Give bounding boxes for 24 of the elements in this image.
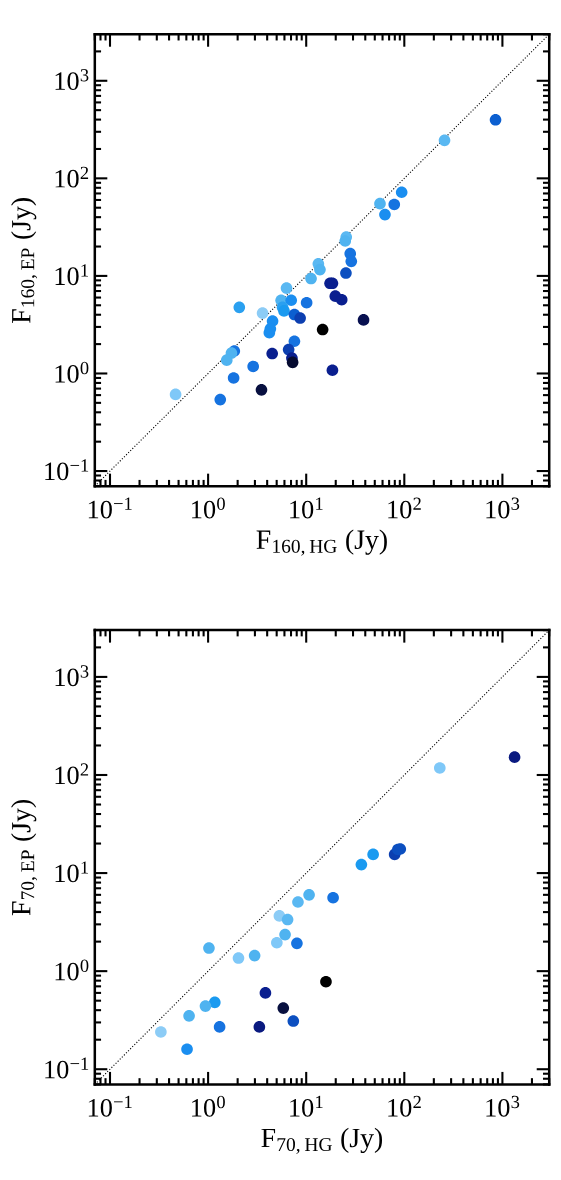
x-tick-label: 10$^{−1}$ bbox=[88, 497, 132, 519]
x-tick-label: 10$^{3}$ bbox=[486, 1095, 520, 1117]
x-tick-label: 10$^{3}$ bbox=[486, 497, 520, 519]
x-axis-title: F$_{160,HG}$ (Jy) bbox=[256, 529, 387, 556]
y-axis-title: F$_{70,EP}$ (Jy) bbox=[11, 800, 38, 916]
y-tick-label: 10$^{3}$ bbox=[55, 69, 89, 91]
y-tick-label: 10$^{0}$ bbox=[55, 959, 89, 981]
y-tick-label: 10$^{1}$ bbox=[55, 861, 88, 883]
x-axis-title: F$_{70,HG}$ (Jy) bbox=[261, 1127, 383, 1154]
y-tick-label: 10$^{1}$ bbox=[55, 264, 88, 286]
y-tick-label: 10$^{2}$ bbox=[55, 166, 89, 188]
y-tick-label: 10$^{−1}$ bbox=[45, 459, 89, 481]
x-tick-label: 10$^{2}$ bbox=[388, 497, 421, 519]
y-tick-label: 10$^{3}$ bbox=[55, 665, 89, 687]
y-tick-label: 10$^{0}$ bbox=[55, 361, 89, 383]
x-tick-label: 10$^{2}$ bbox=[388, 1095, 421, 1117]
y-tick-label: 10$^{−1}$ bbox=[45, 1057, 89, 1079]
y-axis-title: F$_{160,EP}$ (Jy) bbox=[11, 198, 38, 323]
x-tick-label: 10$^{0}$ bbox=[192, 1095, 225, 1117]
y-tick-label: 10$^{2}$ bbox=[55, 763, 89, 785]
x-tick-label: 10$^{1}$ bbox=[290, 1095, 323, 1117]
x-tick-label: 10$^{−1}$ bbox=[88, 1095, 132, 1117]
x-tick-label: 10$^{0}$ bbox=[192, 497, 225, 519]
x-tick-label: 10$^{1}$ bbox=[290, 497, 323, 519]
